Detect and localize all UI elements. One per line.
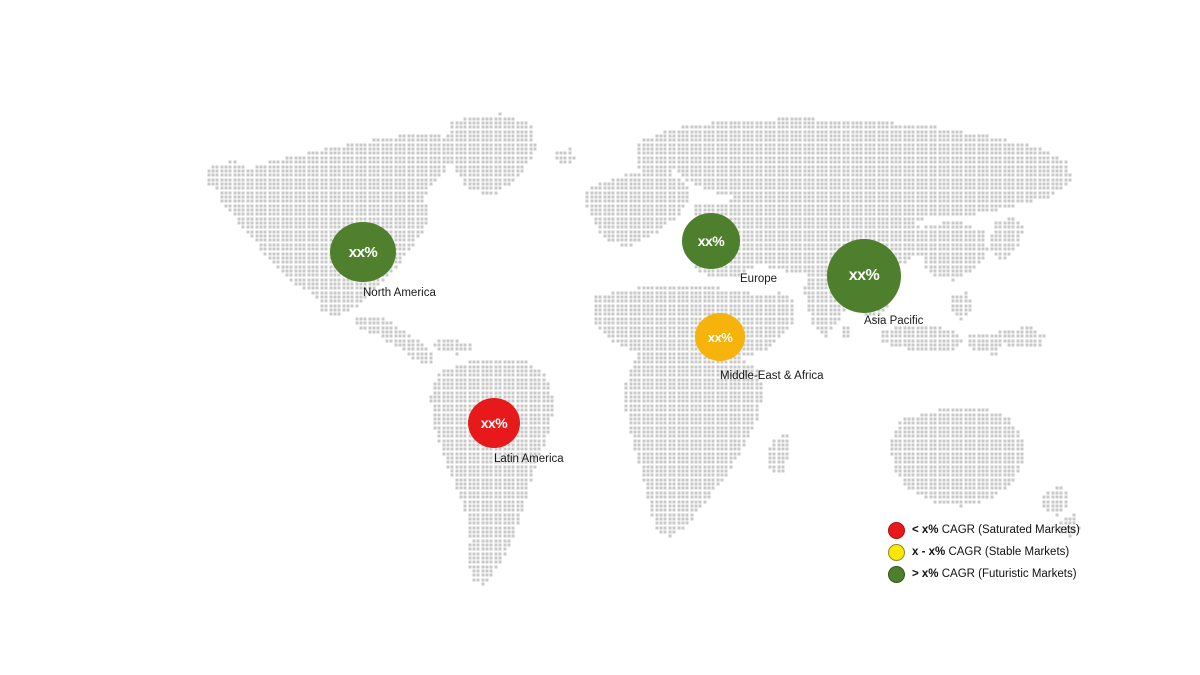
legend-desc-stable: CAGR (Stable Markets) — [945, 546, 1070, 558]
bubble-value-latin-america: xx% — [480, 415, 508, 431]
bubble-value-europe: xx% — [697, 233, 725, 249]
legend-text-futuristic: > x% CAGR (Futuristic Markets) — [912, 568, 1077, 580]
legend-dot-futuristic — [888, 565, 905, 583]
legend-dot-saturated — [888, 521, 905, 539]
legend-range-stable: x - x% — [912, 546, 946, 558]
legend-item-saturated[interactable]: < x% CAGR (Saturated Markets) — [888, 519, 1088, 541]
legend-range-saturated: < x% — [912, 524, 939, 536]
bubble-value-middle-east-africa: xx% — [707, 329, 733, 345]
legend-desc-saturated: CAGR (Saturated Markets) — [938, 524, 1080, 536]
bubble-value-asia-pacific: xx% — [848, 267, 880, 284]
bubble-north-america[interactable]: xx% — [330, 222, 396, 282]
bubble-latin-america[interactable]: xx% — [468, 398, 520, 448]
legend-item-futuristic[interactable]: > x% CAGR (Futuristic Markets) — [888, 563, 1088, 585]
bubble-europe[interactable]: xx% — [682, 213, 740, 269]
bubble-middle-east-africa[interactable]: xx% — [695, 313, 745, 361]
legend-text-stable: x - x% CAGR (Stable Markets) — [912, 546, 1069, 558]
bubble-asia-pacific[interactable]: xx% — [827, 239, 901, 313]
legend-desc-futuristic: CAGR (Futuristic Markets) — [938, 568, 1077, 580]
legend-text-saturated: < x% CAGR (Saturated Markets) — [912, 524, 1080, 536]
bubble-value-north-america: xx% — [348, 243, 378, 261]
legend-dot-stable — [888, 543, 905, 561]
legend-range-futuristic: > x% — [912, 568, 939, 580]
legend: < x% CAGR (Saturated Markets) x - x% CAGR… — [888, 519, 1088, 585]
legend-item-stable[interactable]: x - x% CAGR (Stable Markets) — [888, 541, 1088, 563]
